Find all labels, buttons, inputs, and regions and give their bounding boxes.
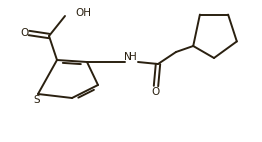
Text: N: N [124, 52, 132, 62]
Text: O: O [152, 87, 160, 97]
Text: OH: OH [75, 8, 91, 18]
Text: H: H [129, 52, 137, 62]
Text: O: O [20, 28, 28, 38]
Text: S: S [34, 95, 40, 105]
